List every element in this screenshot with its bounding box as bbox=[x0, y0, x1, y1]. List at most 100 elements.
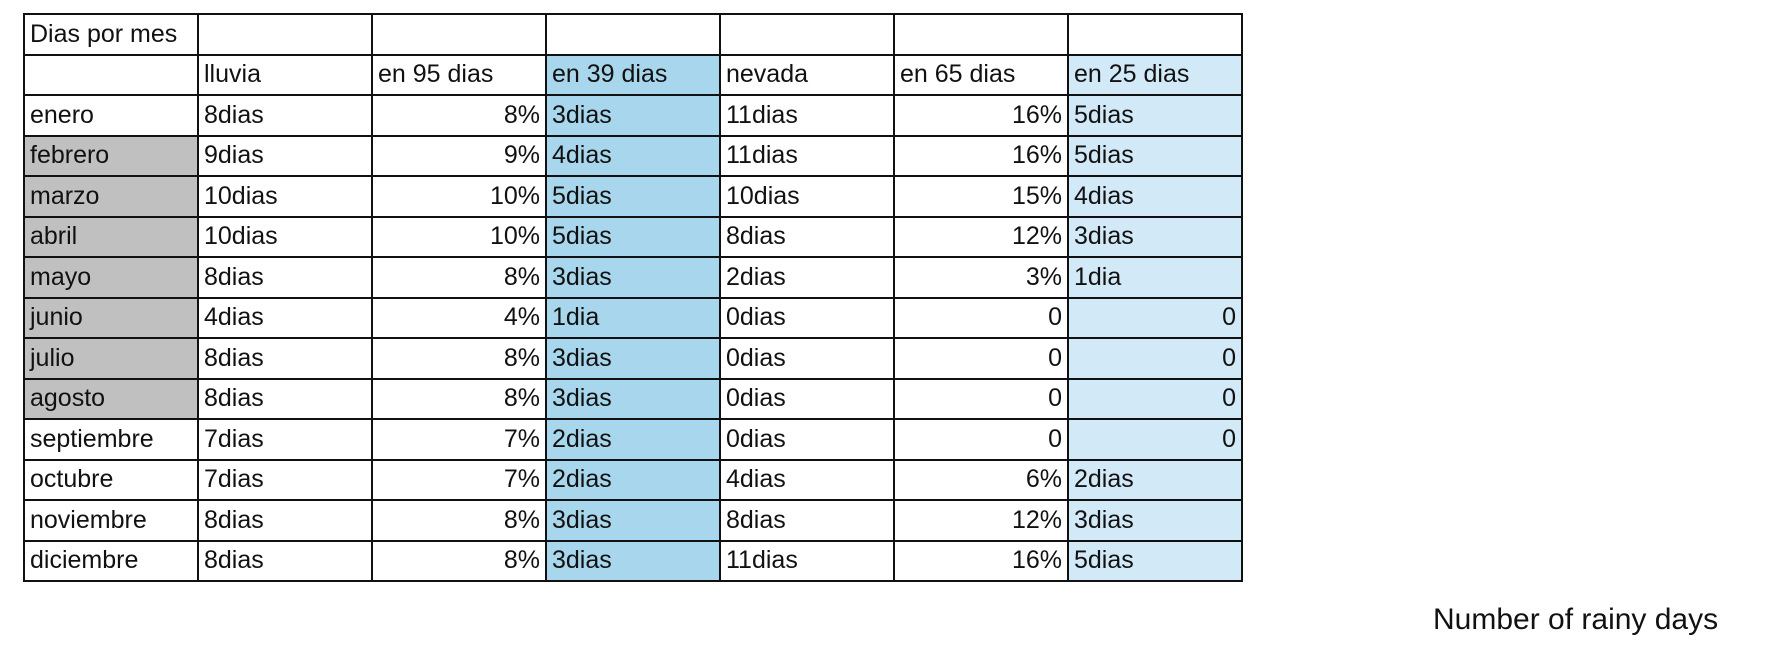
value-cell[interactable]: 7dias bbox=[197, 418, 373, 461]
value-cell[interactable]: 0 bbox=[1067, 418, 1243, 461]
value-cell[interactable]: 8% bbox=[371, 539, 547, 582]
value-cell[interactable]: 0dias bbox=[719, 337, 895, 380]
column-header[interactable]: en 39 dias bbox=[545, 53, 721, 96]
value-cell[interactable]: 5dias bbox=[1067, 94, 1243, 137]
value-cell[interactable]: 4dias bbox=[197, 296, 373, 339]
value-cell[interactable]: 2dias bbox=[545, 418, 721, 461]
value-cell[interactable]: 4dias bbox=[719, 458, 895, 501]
month-cell[interactable]: octubre bbox=[23, 458, 199, 501]
value-cell[interactable]: 0 bbox=[893, 418, 1069, 461]
month-cell[interactable]: septiembre bbox=[23, 418, 199, 461]
value-cell[interactable]: 8% bbox=[371, 256, 547, 299]
value-cell[interactable]: 3dias bbox=[545, 539, 721, 582]
value-cell[interactable]: 1dia bbox=[1067, 256, 1243, 299]
value-cell[interactable]: 7dias bbox=[197, 458, 373, 501]
month-cell[interactable]: agosto bbox=[23, 377, 199, 420]
month-cell[interactable]: noviembre bbox=[23, 499, 199, 542]
table-row: julio 8dias 8% 3dias 0dias 0 0 bbox=[23, 337, 1243, 380]
column-header[interactable]: en 25 dias bbox=[1067, 53, 1243, 96]
value-cell[interactable]: 16% bbox=[893, 539, 1069, 582]
value-cell[interactable]: 7% bbox=[371, 458, 547, 501]
empty-cell[interactable] bbox=[371, 13, 547, 56]
value-cell[interactable]: 10% bbox=[371, 175, 547, 218]
value-cell[interactable]: 2dias bbox=[719, 256, 895, 299]
value-cell[interactable]: 5dias bbox=[1067, 134, 1243, 177]
column-header[interactable] bbox=[23, 53, 199, 96]
value-cell[interactable]: 3dias bbox=[545, 499, 721, 542]
value-cell[interactable]: 4dias bbox=[545, 134, 721, 177]
value-cell[interactable]: 10dias bbox=[197, 175, 373, 218]
month-cell[interactable]: julio bbox=[23, 337, 199, 380]
value-cell[interactable]: 3dias bbox=[545, 94, 721, 137]
value-cell[interactable]: 8dias bbox=[719, 215, 895, 258]
value-cell[interactable]: 0dias bbox=[719, 377, 895, 420]
value-cell[interactable]: 3dias bbox=[545, 377, 721, 420]
empty-cell[interactable] bbox=[545, 13, 721, 56]
value-cell[interactable]: 0 bbox=[1067, 296, 1243, 339]
value-cell[interactable]: 8dias bbox=[197, 337, 373, 380]
month-cell[interactable]: diciembre bbox=[23, 539, 199, 582]
column-header[interactable]: en 65 dias bbox=[893, 53, 1069, 96]
value-cell[interactable]: 3% bbox=[893, 256, 1069, 299]
value-cell[interactable]: 9% bbox=[371, 134, 547, 177]
value-cell[interactable]: 16% bbox=[893, 134, 1069, 177]
value-cell[interactable]: 9dias bbox=[197, 134, 373, 177]
value-cell[interactable]: 3dias bbox=[1067, 499, 1243, 542]
value-cell[interactable]: 8% bbox=[371, 499, 547, 542]
value-cell[interactable]: 0 bbox=[1067, 337, 1243, 380]
value-cell[interactable]: 8dias bbox=[197, 256, 373, 299]
empty-cell[interactable] bbox=[893, 13, 1069, 56]
empty-cell[interactable] bbox=[197, 13, 373, 56]
value-cell[interactable]: 6% bbox=[893, 458, 1069, 501]
value-cell[interactable]: 3dias bbox=[545, 337, 721, 380]
value-cell[interactable]: 3dias bbox=[545, 256, 721, 299]
month-cell[interactable]: junio bbox=[23, 296, 199, 339]
month-cell[interactable]: mayo bbox=[23, 256, 199, 299]
empty-cell[interactable] bbox=[719, 13, 895, 56]
value-cell[interactable]: 11dias bbox=[719, 94, 895, 137]
value-cell[interactable]: 8dias bbox=[197, 499, 373, 542]
column-header[interactable]: nevada bbox=[719, 53, 895, 96]
month-cell[interactable]: febrero bbox=[23, 134, 199, 177]
value-cell[interactable]: 5dias bbox=[1067, 539, 1243, 582]
value-cell[interactable]: 2dias bbox=[1067, 458, 1243, 501]
month-cell[interactable]: abril bbox=[23, 215, 199, 258]
value-cell[interactable]: 16% bbox=[893, 94, 1069, 137]
value-cell[interactable]: 10% bbox=[371, 215, 547, 258]
value-cell[interactable]: 0dias bbox=[719, 418, 895, 461]
month-cell[interactable]: enero bbox=[23, 94, 199, 137]
value-cell[interactable]: 11dias bbox=[719, 539, 895, 582]
month-cell[interactable]: marzo bbox=[23, 175, 199, 218]
value-cell[interactable]: 8dias bbox=[197, 539, 373, 582]
value-cell[interactable]: 12% bbox=[893, 499, 1069, 542]
column-header[interactable]: en 95 dias bbox=[371, 53, 547, 96]
value-cell[interactable]: 0 bbox=[893, 337, 1069, 380]
value-cell[interactable]: 7% bbox=[371, 418, 547, 461]
value-cell[interactable]: 1dia bbox=[545, 296, 721, 339]
value-cell[interactable]: 10dias bbox=[719, 175, 895, 218]
value-cell[interactable]: 12% bbox=[893, 215, 1069, 258]
value-cell[interactable]: 3dias bbox=[1067, 215, 1243, 258]
value-cell[interactable]: 4dias bbox=[1067, 175, 1243, 218]
value-cell[interactable]: 8% bbox=[371, 337, 547, 380]
column-header[interactable]: lluvia bbox=[197, 53, 373, 96]
value-cell[interactable]: 8dias bbox=[197, 377, 373, 420]
empty-cell[interactable] bbox=[1067, 13, 1243, 56]
value-cell[interactable]: 0dias bbox=[719, 296, 895, 339]
value-cell[interactable]: 5dias bbox=[545, 175, 721, 218]
value-cell[interactable]: 15% bbox=[893, 175, 1069, 218]
value-cell[interactable]: 2dias bbox=[545, 458, 721, 501]
value-cell[interactable]: 0 bbox=[1067, 377, 1243, 420]
value-cell[interactable]: 8dias bbox=[719, 499, 895, 542]
value-cell[interactable]: 8% bbox=[371, 377, 547, 420]
value-cell[interactable]: 0 bbox=[893, 296, 1069, 339]
value-cell[interactable]: 4% bbox=[371, 296, 547, 339]
value-cell[interactable]: 8% bbox=[371, 94, 547, 137]
table-row: noviembre 8dias 8% 3dias 8dias 12% 3dias bbox=[23, 499, 1243, 542]
value-cell[interactable]: 0 bbox=[893, 377, 1069, 420]
value-cell[interactable]: 5dias bbox=[545, 215, 721, 258]
table-title-cell[interactable]: Dias por mes bbox=[23, 13, 199, 56]
value-cell[interactable]: 10dias bbox=[197, 215, 373, 258]
value-cell[interactable]: 11dias bbox=[719, 134, 895, 177]
value-cell[interactable]: 8dias bbox=[197, 94, 373, 137]
